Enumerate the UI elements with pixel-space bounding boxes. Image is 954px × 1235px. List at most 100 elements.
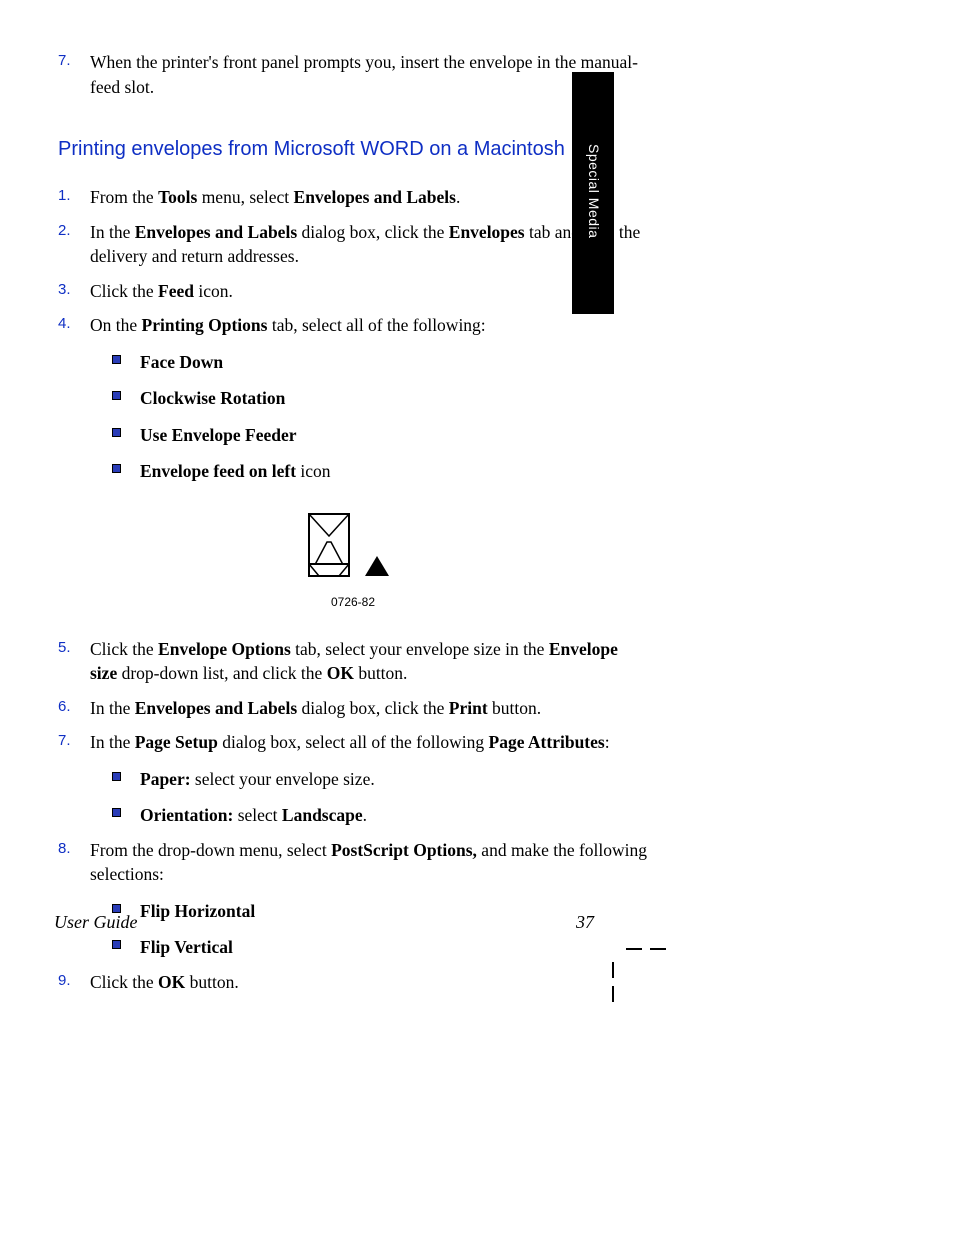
bullet-icon	[112, 803, 140, 828]
text-bold: Orientation:	[140, 805, 233, 825]
text-bold: Print	[449, 698, 488, 718]
list-item: 1. From the Tools menu, select Envelopes…	[58, 185, 648, 210]
bullet-icon	[112, 935, 140, 960]
list-body: On the Printing Options tab, select all …	[90, 313, 648, 484]
text-bold: Use Envelope Feeder	[140, 423, 297, 448]
text-bold: Page Setup	[135, 732, 218, 752]
bullet-item: Envelope feed on left icon	[90, 459, 648, 484]
text: icon	[296, 461, 331, 481]
text-bold: OK	[327, 663, 354, 683]
list-number: 2.	[58, 220, 90, 269]
list-item: 4. On the Printing Options tab, select a…	[58, 313, 648, 484]
text-bold: Envelopes	[449, 222, 525, 242]
text: From the drop-down menu, select	[90, 840, 331, 860]
list-item: 7. When the printer's front panel prompt…	[58, 50, 648, 99]
bullet-item: Flip Vertical	[90, 935, 648, 960]
text: button.	[354, 663, 407, 683]
envelope-feed-icon	[307, 512, 399, 589]
text-bold: Tools	[158, 187, 197, 207]
bullet-icon	[112, 459, 140, 484]
text-bold: Envelope feed on left	[140, 461, 296, 481]
page-footer: User Guide 37	[54, 910, 594, 935]
text-bold: Landscape	[282, 805, 363, 825]
section-tab-label: Special Media	[583, 144, 603, 238]
text: Envelope feed on left icon	[140, 459, 331, 484]
list-number: 5.	[58, 637, 90, 686]
text: dialog box, click the	[297, 698, 449, 718]
text: drop-down list, and click the	[117, 663, 326, 683]
text: :	[605, 732, 610, 752]
page-number: 37	[576, 910, 594, 935]
list-body: Click the Envelope Options tab, select y…	[90, 637, 648, 686]
list-body: Click the Feed icon.	[90, 279, 648, 304]
list-item: 6. In the Envelopes and Labels dialog bo…	[58, 696, 648, 721]
bullet-item: Clockwise Rotation	[90, 386, 648, 411]
section-tab: Special Media	[572, 72, 614, 314]
list-number: 1.	[58, 185, 90, 210]
text-bold: Clockwise Rotation	[140, 386, 285, 411]
figure: 0726-82	[58, 512, 528, 611]
list-number: 9.	[58, 970, 90, 995]
text: select	[233, 805, 282, 825]
text: tab, select all of the following:	[267, 315, 485, 335]
text-bold: OK	[158, 972, 185, 992]
list-item: 7. In the Page Setup dialog box, select …	[58, 730, 648, 828]
text: Orientation: select Landscape.	[140, 803, 367, 828]
list-number: 6.	[58, 696, 90, 721]
text: tab, select your envelope size in the	[291, 639, 549, 659]
list-body: From the drop-down menu, select PostScri…	[90, 838, 648, 960]
text-bold: Flip Vertical	[140, 935, 233, 960]
text-bold: Envelopes and Labels	[135, 222, 297, 242]
list-number: 4.	[58, 313, 90, 484]
list-number: 3.	[58, 279, 90, 304]
text: .	[456, 187, 460, 207]
text: select your envelope size.	[191, 769, 375, 789]
list-body: When the printer's front panel prompts y…	[90, 50, 648, 99]
bullet-icon	[112, 350, 140, 375]
list-body: In the Page Setup dialog box, select all…	[90, 730, 648, 828]
list-item: 2. In the Envelopes and Labels dialog bo…	[58, 220, 648, 269]
text: dialog box, select all of the following	[218, 732, 489, 752]
text: button.	[185, 972, 238, 992]
text: Paper: select your envelope size.	[140, 767, 375, 792]
text-bold: Envelopes and Labels	[135, 698, 297, 718]
text-bold: Face Down	[140, 350, 223, 375]
text: button.	[488, 698, 541, 718]
text: When the printer's front panel prompts y…	[90, 52, 638, 97]
page: Special Media 7. When the printer's fron…	[0, 0, 954, 1235]
text: Click the	[90, 972, 158, 992]
list-body: In the Envelopes and Labels dialog box, …	[90, 220, 648, 269]
text: In the	[90, 222, 135, 242]
section-heading: Printing envelopes from Microsoft WORD o…	[58, 135, 648, 163]
text-bold: Feed	[158, 281, 194, 301]
content-column: 7. When the printer's front panel prompt…	[58, 50, 648, 994]
text-bold: Printing Options	[142, 315, 268, 335]
text-bold: Paper:	[140, 769, 191, 789]
text: Click the	[90, 281, 158, 301]
bullet-icon	[112, 386, 140, 411]
text: On the	[90, 315, 142, 335]
figure-caption: 0726-82	[178, 594, 528, 611]
text-bold: Envelopes and Labels	[294, 187, 456, 207]
list-number: 7.	[58, 50, 90, 99]
bullet-item: Face Down	[90, 350, 648, 375]
bullet-item: Orientation: select Landscape.	[90, 803, 648, 828]
text: icon.	[194, 281, 233, 301]
list-body: From the Tools menu, select Envelopes an…	[90, 185, 648, 210]
bullet-icon	[112, 423, 140, 448]
text: menu, select	[197, 187, 293, 207]
text-bold: Envelope Options	[158, 639, 291, 659]
text: In the	[90, 698, 135, 718]
list-item: 3. Click the Feed icon.	[58, 279, 648, 304]
text: dialog box, click the	[297, 222, 449, 242]
list-item: 9. Click the OK button.	[58, 970, 648, 995]
list-body: Click the OK button.	[90, 970, 648, 995]
list-item: 8. From the drop-down menu, select PostS…	[58, 838, 648, 960]
text-bold: Page Attributes	[489, 732, 605, 752]
text: Click the	[90, 639, 158, 659]
list-item: 5. Click the Envelope Options tab, selec…	[58, 637, 648, 686]
text: From the	[90, 187, 158, 207]
list-body: In the Envelopes and Labels dialog box, …	[90, 696, 648, 721]
list-number: 7.	[58, 730, 90, 828]
bullet-item: Paper: select your envelope size.	[90, 767, 648, 792]
